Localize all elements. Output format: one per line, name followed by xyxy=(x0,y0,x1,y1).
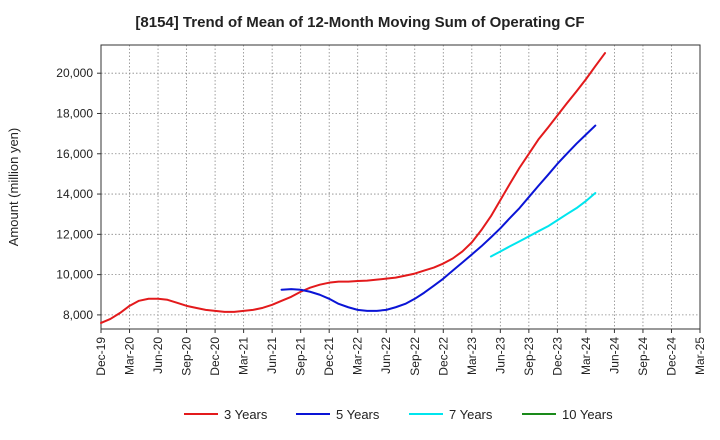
x-tick-label: Mar-23 xyxy=(465,337,479,375)
x-tick-label: Dec-24 xyxy=(664,337,678,376)
x-tick-label: Dec-22 xyxy=(436,337,450,376)
x-tick-label: Dec-20 xyxy=(208,337,222,376)
x-tick-label: Sep-23 xyxy=(522,337,536,376)
y-tick-label: 12,000 xyxy=(56,227,93,241)
y-tick-label: 18,000 xyxy=(56,106,93,120)
x-tick-label: Sep-22 xyxy=(408,337,422,376)
x-tick-label: Mar-20 xyxy=(123,337,137,375)
legend-label: 3 Years xyxy=(224,407,268,422)
x-tick-label: Sep-24 xyxy=(636,337,650,376)
x-axis: Dec-19 Mar-20 Jun-20 Sep-20 Dec-20 Mar-21 Jun-… xyxy=(94,329,707,376)
series-line-3-years xyxy=(100,52,607,324)
plot-frame xyxy=(100,44,701,330)
legend-label: 7 Years xyxy=(449,407,493,422)
x-tick-label: Mar-24 xyxy=(579,337,593,375)
x-tick-label: Sep-21 xyxy=(294,337,308,376)
y-tick-label: 14,000 xyxy=(56,187,93,201)
series-line-5-years xyxy=(280,124,597,312)
x-tick-label: Mar-22 xyxy=(351,337,365,375)
x-tick-label: Jun-21 xyxy=(265,337,279,374)
x-tick-label: Mar-25 xyxy=(693,337,707,375)
y-axis: 8,000 10,000 12,000 14,000 16,000 18,000 20,00… xyxy=(56,66,101,322)
x-tick-label: Dec-21 xyxy=(322,337,336,376)
x-tick-label: Mar-21 xyxy=(237,337,251,375)
chart-title: [8154] Trend of Mean of 12-Month Moving … xyxy=(135,14,585,31)
y-axis-label: Amount (million yen) xyxy=(6,128,21,247)
legend-label: 5 Years xyxy=(336,407,380,422)
x-tick-label: Dec-23 xyxy=(550,337,564,376)
y-tick-label: 16,000 xyxy=(56,147,93,161)
series-layer xyxy=(100,52,607,324)
x-tick-label: Sep-20 xyxy=(180,337,194,376)
legend: 3 Years 5 Years 7 Years 10 Years xyxy=(184,407,613,422)
y-tick-label: 20,000 xyxy=(56,66,93,80)
legend-label: 10 Years xyxy=(562,407,613,422)
x-tick-label: Jun-23 xyxy=(493,337,507,374)
y-tick-label: 10,000 xyxy=(56,268,93,282)
x-tick-label: Jun-24 xyxy=(607,337,621,374)
x-tick-label: Jun-22 xyxy=(379,337,393,374)
grid xyxy=(101,45,700,329)
x-tick-label: Jun-20 xyxy=(151,337,165,374)
x-tick-label: Dec-19 xyxy=(94,337,108,376)
y-tick-label: 8,000 xyxy=(63,308,93,322)
series-line-7-years xyxy=(489,192,597,258)
